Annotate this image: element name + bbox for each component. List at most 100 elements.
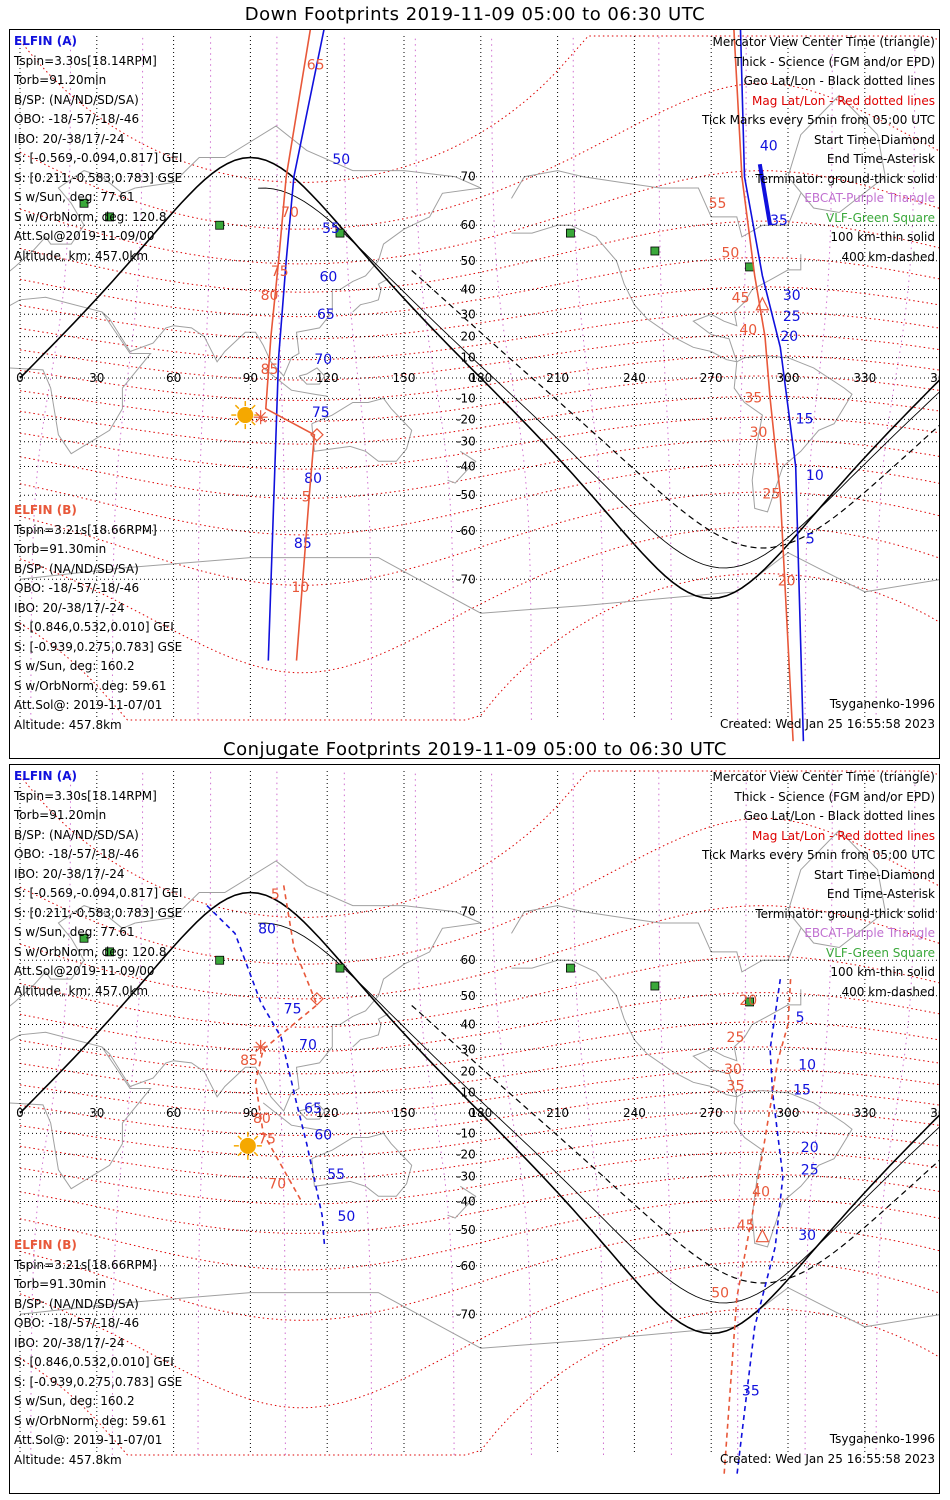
coastline <box>511 224 737 363</box>
model-name: Tsyganenko-1996 <box>829 1432 935 1446</box>
tick-label: 80 <box>304 471 322 487</box>
tick-label: 35 <box>744 390 762 406</box>
legend-item: 400 km-dashed <box>841 249 935 264</box>
elfin-a-line: B/SP: (NA/ND/SD/SA) <box>14 92 139 107</box>
legend-item: 400 km-dashed <box>841 984 935 999</box>
tick-label: 75 <box>271 264 289 280</box>
sun-ray <box>251 420 256 426</box>
mag-lat-line <box>19 82 939 230</box>
tick-label: 85 <box>261 362 279 378</box>
elfin-b-line: S: [-0.939,0.275,0.783] GSE <box>14 639 183 654</box>
mag-lat-line <box>19 438 939 499</box>
elfin-a-line: B/SP: (NA/ND/SD/SA) <box>14 827 139 842</box>
legend-item: 100 km-thin solid <box>830 230 935 244</box>
tick-label: 30 <box>783 288 801 304</box>
lon-label: 300 <box>777 371 800 385</box>
coastline <box>10 905 136 1007</box>
footprint-tracks: 5055606570758085657075808551040353025201… <box>261 30 824 742</box>
coastlines <box>10 94 939 614</box>
axis-labels: 0306090120150180210240270300330360706050… <box>16 170 940 587</box>
tick-label: 75 <box>258 1132 276 1148</box>
lat-label: -20 <box>456 1147 476 1161</box>
elfin-b-header: ELFIN (B) <box>14 1238 77 1252</box>
elfin-a-track <box>206 905 326 1247</box>
mag-lat-line <box>19 286 939 340</box>
coastline <box>511 170 802 238</box>
coastline <box>447 450 477 484</box>
tick-label: 65 <box>317 307 335 323</box>
coastline <box>298 1102 326 1120</box>
mag-lon-line <box>276 771 286 1456</box>
elfin-b-line: OBO: -18/-57/-18/-46 <box>14 581 140 595</box>
elfin-a-line: OBO: -18/-57/-18/-46 <box>14 112 140 126</box>
mag-lat-line <box>19 1261 939 1409</box>
terminator-400km <box>411 270 939 549</box>
lon-label: 180 <box>469 1106 492 1120</box>
legend-item: Mercator View Center Time (triangle) <box>712 35 935 49</box>
sun-ray <box>234 420 240 426</box>
mag-lon-line <box>737 770 747 1455</box>
elfin-a-line: S w/Sun, deg: 77.61 <box>14 925 135 939</box>
elfin-a-line: IBO: 20/-38/17/-24 <box>14 131 125 146</box>
elfin-a-line: IBO: 20/-38/17/-24 <box>14 866 125 881</box>
lon-label: 270 <box>700 1106 723 1120</box>
elfin-a-line: Tspin=3.30s[18.14RPM] <box>14 788 157 803</box>
legend-item: Tick Marks every 5min from 05:00 UTC <box>701 113 935 127</box>
tick-label: 75 <box>312 405 330 421</box>
end-time-asterisk-icon <box>253 1039 268 1054</box>
lon-label: 30 <box>89 1106 104 1120</box>
lon-label: 150 <box>393 371 416 385</box>
mag-lon-line <box>30 35 72 721</box>
tick-label: 30 <box>750 425 768 441</box>
elfin-a-header: ELFIN (A) <box>14 769 77 783</box>
lon-label: 60 <box>166 371 181 385</box>
map-panel-conjugate: 0306090120150180210240270300330360706050… <box>9 764 940 1494</box>
tick-label: 5 <box>271 887 280 903</box>
legend-item: Start Time-Diamond <box>813 132 935 147</box>
mag-lon-line <box>343 770 372 1456</box>
coastline <box>135 860 482 924</box>
tick-label: 50 <box>332 152 350 168</box>
sun-ray <box>253 1151 259 1157</box>
legend-item: Terminator: ground-thick solid <box>755 906 935 921</box>
lon-label: 150 <box>393 1106 416 1120</box>
lat-label: 0 <box>468 371 476 385</box>
mag-lat-line <box>19 1021 939 1075</box>
lat-label: 0 <box>468 1106 476 1120</box>
tick-label: 70 <box>299 1037 317 1053</box>
mag-lon-line <box>491 770 532 1456</box>
vlf-square <box>79 198 89 208</box>
coastline <box>733 1090 853 1248</box>
coastline <box>311 1132 413 1197</box>
map-svg-down: 0306090120150180210240270300330360706050… <box>10 30 940 742</box>
mag-lon-line <box>414 35 455 721</box>
terminator <box>19 156 939 600</box>
lat-label: 60 <box>461 953 476 967</box>
elfin-a-line: OBO: -18/-57/-18/-46 <box>14 847 140 861</box>
lon-label: 0 <box>16 371 24 385</box>
tick-label: 10 <box>291 580 309 596</box>
legend-item: Geo Lat/Lon - Black dotted lines <box>743 74 935 88</box>
coastline <box>511 959 737 1098</box>
tick-label: 55 <box>709 196 727 212</box>
legend-item: EBCAT-Purple Triangle <box>804 926 935 940</box>
legend-item: 100 km-thin solid <box>830 965 935 979</box>
footer-right: Tsyganenko-1996 Created: Wed Jan 25 16:5… <box>720 1430 935 1469</box>
coastline <box>352 1013 389 1048</box>
elfin-a-line: Att.Sol@2019-11-09/00 <box>14 964 155 978</box>
mag-lat-line <box>19 1308 939 1456</box>
tick-label: 10 <box>798 1057 816 1073</box>
vlf-square <box>105 947 114 957</box>
lon-label: 300 <box>777 1106 800 1120</box>
mag-lat-line <box>19 311 939 361</box>
coastline <box>262 1102 328 1132</box>
coastline <box>352 278 389 313</box>
lon-label: 240 <box>623 371 646 385</box>
coastlines <box>10 829 939 1349</box>
tick-label: 50 <box>337 1209 355 1225</box>
tick-label: 15 <box>796 412 814 428</box>
tick-label: 20 <box>801 1140 819 1156</box>
legend-item: End Time-Asterisk <box>826 887 935 901</box>
lon-label: 360 <box>930 371 940 385</box>
legend-item: VLF-Green Square <box>826 210 935 225</box>
